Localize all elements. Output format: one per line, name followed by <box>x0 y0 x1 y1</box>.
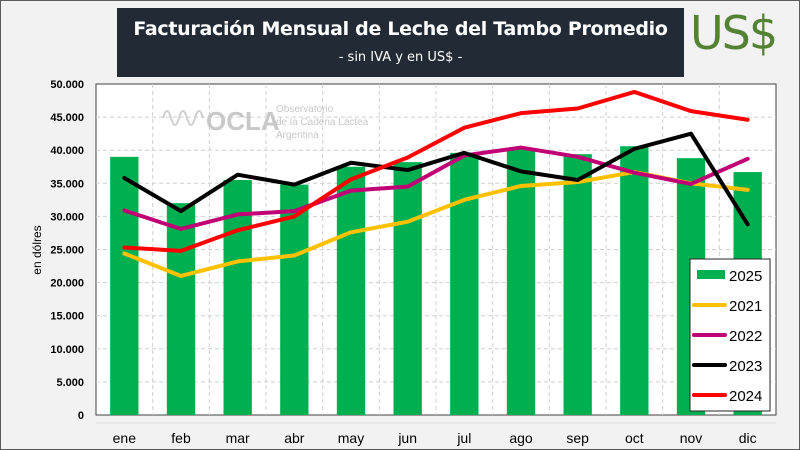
y-tick-label: 0 <box>78 410 84 422</box>
watermark-line3: Argentina <box>276 130 319 141</box>
legend-label-2022: 2022 <box>729 328 762 345</box>
bar-2025-abr <box>280 184 309 415</box>
watermark-line1: Observatorio <box>276 104 334 115</box>
line-2023 <box>122 131 750 227</box>
y-tick-label: 45.000 <box>50 112 84 124</box>
bar-2025-jun <box>393 162 422 415</box>
watermark-line2: de la Cadena Láctea <box>276 117 369 128</box>
y-axis-label: en dólres <box>30 225 44 274</box>
title-banner: Facturación Mensual de Leche del Tambo P… <box>117 8 684 77</box>
y-tick-label: 25.000 <box>50 245 84 257</box>
legend-label-2023: 2023 <box>729 358 762 375</box>
bar-2025-may <box>336 166 366 415</box>
y-tick-label: 50.000 <box>50 79 84 91</box>
line-2022 <box>122 145 750 231</box>
y-tick-label: 20.000 <box>50 278 84 290</box>
bar-2025-jul <box>450 152 479 415</box>
ocla-wave-icon <box>162 110 204 126</box>
x-tick-label: ene <box>113 430 137 446</box>
legend: 2025 2021 2022 2023 2024 <box>689 258 771 412</box>
y-tick-label: 15.000 <box>50 311 84 323</box>
y-tick-label: 10.000 <box>50 344 84 356</box>
y-tick-label: 35.000 <box>50 178 84 190</box>
y-tick-label: 30.000 <box>50 211 84 223</box>
bar-2025-mar <box>223 179 252 415</box>
bar-2025-ago <box>506 148 536 416</box>
gridlines <box>96 84 776 415</box>
watermark-logo: OCLA <box>206 106 280 136</box>
x-tick-label: feb <box>171 430 191 446</box>
currency-label: US$ <box>690 6 778 60</box>
legend-label-2025: 2025 <box>729 268 762 285</box>
x-tick-label: ago <box>509 430 533 446</box>
x-tick-label: dic <box>739 430 757 446</box>
chart-subtitle: - sin IVA y en US$ - <box>338 50 463 65</box>
legend-label-2021: 2021 <box>729 298 762 315</box>
bar-2025-oct <box>620 146 649 415</box>
y-tick-label: 5.000 <box>56 377 84 389</box>
legend-label-2024: 2024 <box>729 388 762 405</box>
line-2024 <box>122 89 750 253</box>
x-tick-label: oct <box>625 430 644 446</box>
bar-2025-feb <box>166 203 196 415</box>
y-axis-ticks: 0 5.000 10.000 15.000 20.000 25.000 30.000 35.0… <box>50 79 84 422</box>
x-axis-ticks: ene feb mar abr may jun jul ago sep oct nov dic <box>96 422 776 446</box>
bar-2025-sep <box>563 154 592 415</box>
chart-title: Facturación Mensual de Leche del Tambo P… <box>133 18 668 40</box>
x-tick-label: may <box>338 430 364 446</box>
x-tick-label: sep <box>566 430 589 446</box>
legend-swatch-2025 <box>697 270 725 279</box>
x-tick-label: jul <box>456 430 471 446</box>
x-tick-label: nov <box>680 430 703 446</box>
y-tick-label: 40.000 <box>50 145 84 157</box>
x-tick-label: abr <box>284 430 305 446</box>
x-tick-label: mar <box>226 430 250 446</box>
ocla-watermark: OCLA Observatorio de la Cadena Láctea Ar… <box>162 104 369 141</box>
x-tick-label: jun <box>397 430 417 446</box>
line-series <box>122 89 750 278</box>
bar-2025-ene <box>110 156 139 415</box>
